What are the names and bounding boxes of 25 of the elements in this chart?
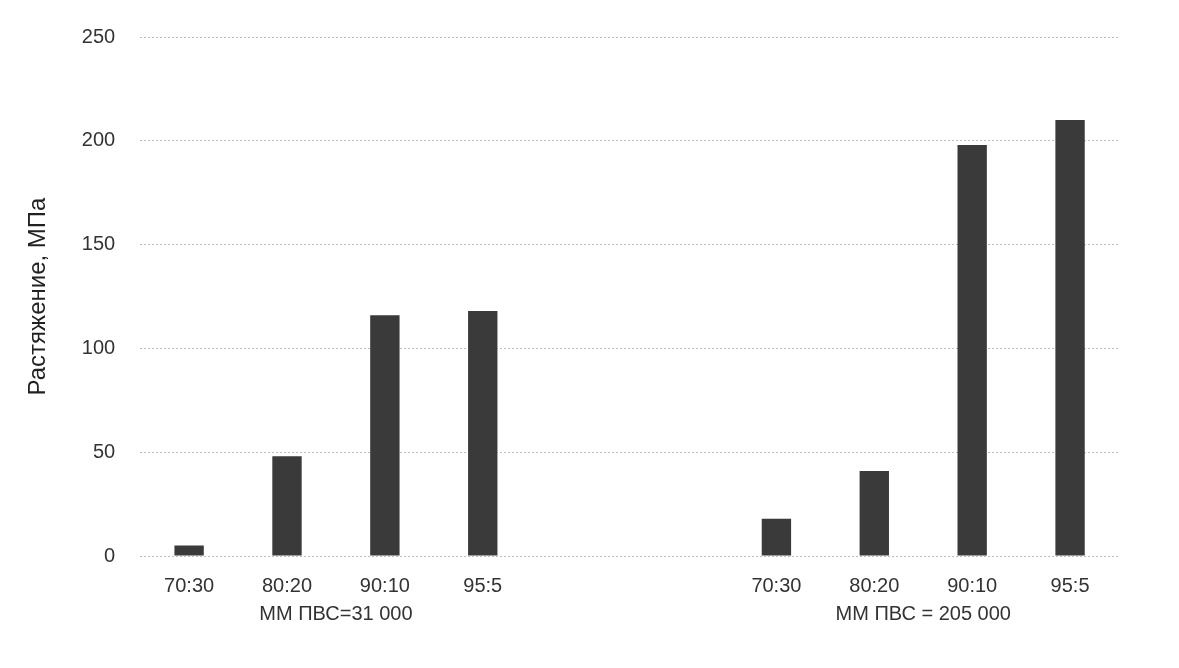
bar (370, 315, 400, 556)
text: ММ ПВС = 205 000 (835, 601, 1011, 624)
x-tick-label: 90:10 (947, 573, 998, 596)
x-tick-label: 70:30 (751, 573, 802, 596)
x-tick-label: 80:20 (261, 573, 313, 596)
x-tick-label: 80:20 (849, 573, 900, 596)
bar (1055, 120, 1085, 556)
y-tick-label: 200 (81, 128, 116, 151)
x-tick-label: 90:10 (359, 573, 410, 596)
y-tick-label: 50 (92, 439, 116, 462)
bar (859, 470, 889, 556)
y-tick-label: 100 (81, 335, 116, 358)
y-axis-title: Растяжение, МПа (23, 196, 51, 396)
y-tick-label: 0 (104, 543, 116, 566)
x-tick-label: 70:30 (164, 573, 215, 596)
bar (272, 456, 302, 556)
text: ММ ПВС=31 000 (259, 601, 413, 624)
bar (761, 518, 792, 556)
y-tick-label: 150 (81, 232, 116, 255)
y-tick-label: 250 (81, 24, 116, 47)
x-tick-label: 95:5 (463, 573, 503, 596)
x-tick-label: 95:5 (1050, 573, 1090, 596)
bar (957, 144, 987, 556)
bar (174, 545, 204, 556)
bar (468, 311, 498, 556)
